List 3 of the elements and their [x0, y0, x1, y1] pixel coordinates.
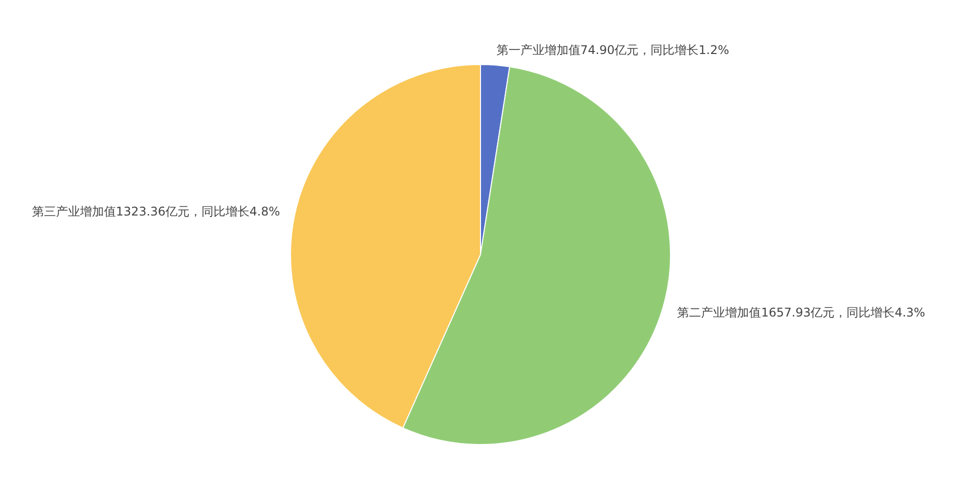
- slice-label: 第一产业增加值74.90亿元，同比增长1.2%: [496, 43, 730, 58]
- slice-label: 第三产业增加值1323.36亿元，同比增长4.8%: [32, 204, 280, 219]
- slice-label: 第二产业增加值1657.93亿元，同比增长4.3%: [677, 306, 926, 320]
